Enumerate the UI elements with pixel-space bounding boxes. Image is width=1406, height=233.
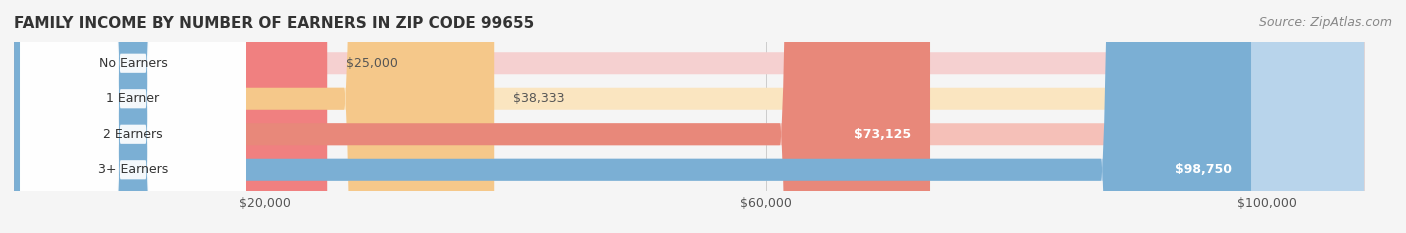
Text: 1 Earner: 1 Earner	[107, 92, 160, 105]
FancyBboxPatch shape	[20, 0, 246, 233]
FancyBboxPatch shape	[14, 0, 495, 233]
Text: 2 Earners: 2 Earners	[103, 128, 163, 141]
FancyBboxPatch shape	[14, 0, 1364, 233]
FancyBboxPatch shape	[14, 0, 1251, 233]
FancyBboxPatch shape	[14, 0, 1364, 233]
FancyBboxPatch shape	[20, 0, 246, 233]
Text: Source: ZipAtlas.com: Source: ZipAtlas.com	[1258, 16, 1392, 29]
Text: $98,750: $98,750	[1175, 163, 1232, 176]
FancyBboxPatch shape	[20, 0, 246, 233]
FancyBboxPatch shape	[20, 0, 246, 233]
FancyBboxPatch shape	[14, 0, 1364, 233]
FancyBboxPatch shape	[14, 0, 328, 233]
Text: No Earners: No Earners	[98, 57, 167, 70]
Text: FAMILY INCOME BY NUMBER OF EARNERS IN ZIP CODE 99655: FAMILY INCOME BY NUMBER OF EARNERS IN ZI…	[14, 16, 534, 31]
Text: $38,333: $38,333	[513, 92, 565, 105]
FancyBboxPatch shape	[14, 0, 929, 233]
Text: $73,125: $73,125	[853, 128, 911, 141]
FancyBboxPatch shape	[14, 0, 1364, 233]
Text: 3+ Earners: 3+ Earners	[98, 163, 169, 176]
Text: $25,000: $25,000	[346, 57, 398, 70]
